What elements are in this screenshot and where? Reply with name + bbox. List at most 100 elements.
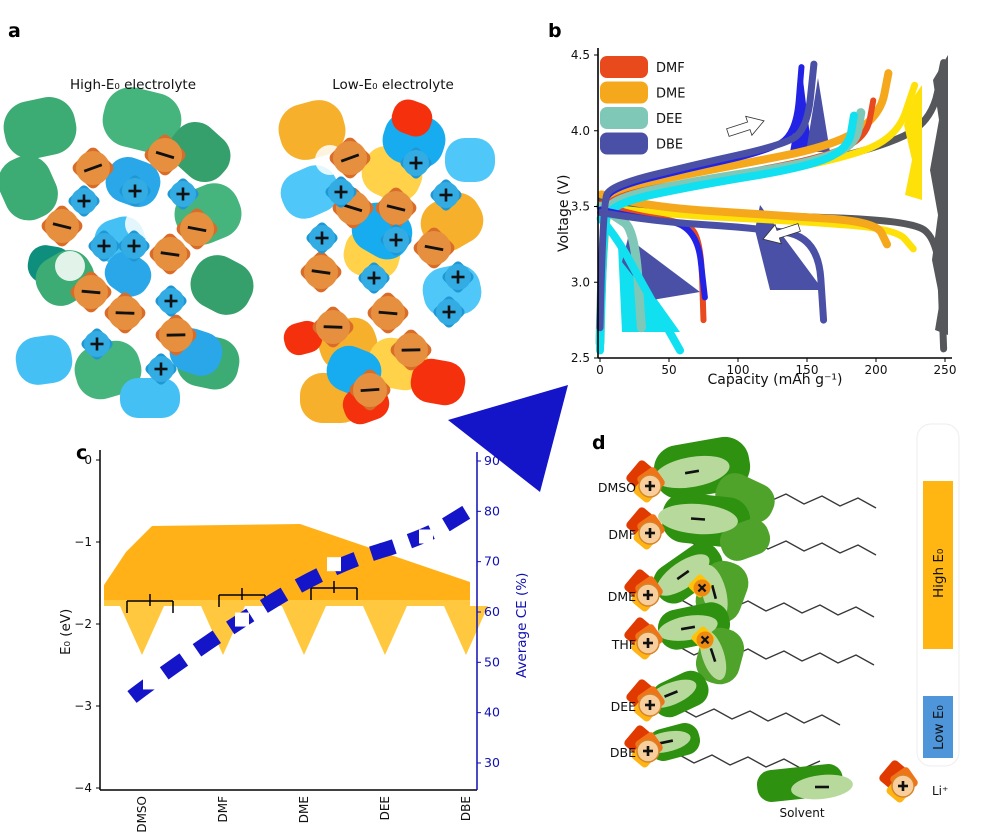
minus-icon <box>343 203 363 213</box>
panel-d: DMSO DMF DME THF DEE DBE <box>598 423 960 803</box>
plus-icon <box>82 194 86 208</box>
b-y-ticklabel: 3.5 <box>571 200 590 214</box>
minus-icon <box>401 348 421 352</box>
legend-swatch-DEE <box>600 107 648 129</box>
solvent-blob <box>190 255 254 315</box>
solvent-blob <box>0 155 58 221</box>
plus-icon <box>133 184 137 198</box>
plus-icon <box>901 781 905 791</box>
ce-trend-line <box>127 503 474 703</box>
caption-left-cluster: High-E₀ electrolyte <box>69 77 197 93</box>
legend-swatch-DMF <box>600 56 648 78</box>
molecule-bonds <box>675 752 821 770</box>
e0-band-teeth <box>104 598 488 655</box>
b-x-ticklabel: 150 <box>796 363 819 377</box>
minus-icon <box>81 289 101 295</box>
minus-icon <box>690 517 706 521</box>
plus-icon <box>102 239 106 253</box>
b-x-ticklabel: 100 <box>727 363 750 377</box>
plus-icon <box>646 590 650 600</box>
c-left-ticklabel: −2 <box>74 617 92 631</box>
panel-c-chart: 0 −1 −2 −3 −4 90 80 70 60 50 40 30 DMSO DMF DME DEE DBE <box>74 385 568 833</box>
curve-wedge <box>755 205 823 290</box>
legend-label-DME: DME <box>656 87 685 102</box>
minus-icon <box>166 333 186 337</box>
minus-icon <box>676 569 690 581</box>
plus-icon <box>320 231 324 245</box>
plus-icon <box>456 270 460 284</box>
minus-icon <box>664 690 678 698</box>
minus-icon <box>340 153 360 163</box>
glow <box>345 285 375 315</box>
plus-icon <box>414 156 418 170</box>
solvent-blob <box>410 358 466 406</box>
plus-icon <box>159 362 163 376</box>
minus-icon <box>680 625 696 631</box>
solvent-blob <box>445 138 495 182</box>
solvent-blob <box>169 121 231 183</box>
c-category-label-DMSO: DMSO <box>135 796 149 833</box>
white-cloud <box>795 445 915 765</box>
c-right-ticklabel: 70 <box>484 554 500 569</box>
c-right-ticklabel: 60 <box>484 604 500 619</box>
minus-icon <box>155 150 175 160</box>
b-x-axis-label: Capacity (mAh g⁻¹) <box>707 372 843 388</box>
plus-icon <box>648 481 652 491</box>
minus-icon <box>378 310 398 316</box>
minus-icon <box>323 325 343 329</box>
solvent-blob <box>120 378 180 418</box>
panel-label-b: b <box>548 20 562 42</box>
minus-icon <box>710 584 718 600</box>
c-category-label-DEE: DEE <box>378 796 392 820</box>
d-row-label-DMF: DMF <box>608 527 636 542</box>
plus-icon <box>132 239 136 253</box>
minus-icon <box>684 469 700 475</box>
minus-icon <box>311 269 331 275</box>
minus-icon <box>83 163 103 173</box>
plus-icon <box>648 528 652 538</box>
b-x-ticklabel: 50 <box>661 363 676 377</box>
molecule-bonds <box>677 706 841 726</box>
plus-icon <box>394 233 398 247</box>
panel-label-a: a <box>8 20 21 42</box>
c-left-axis-label: E₀ (eV) <box>58 608 74 655</box>
plus-icon <box>444 188 448 202</box>
b-x-ticklabel: 0 <box>596 363 604 377</box>
minus-icon <box>658 739 674 745</box>
caption-right-cluster: Low-E₀ electrolyte <box>332 77 454 93</box>
plus-icon <box>646 746 650 756</box>
charge-arrow <box>726 115 765 137</box>
d-row-label-DMSO: DMSO <box>598 480 636 495</box>
solvent-blob <box>278 100 346 160</box>
c-category-label-DBE: DBE <box>459 796 473 821</box>
e0-band <box>104 524 470 600</box>
c-right-ticklabel: 30 <box>484 755 500 770</box>
b-y-ticklabel: 4.5 <box>571 48 590 62</box>
c-left-ticklabel: 0 <box>84 453 92 467</box>
discharge-curve-DME <box>597 190 892 249</box>
c-right-ticklabel: 40 <box>484 705 500 720</box>
solvent-blob <box>15 335 73 385</box>
plus-icon <box>95 337 99 351</box>
plus-icon <box>372 271 376 285</box>
legend-solvent-label: Solvent <box>779 806 825 820</box>
d-row-label-DME: DME <box>608 589 636 604</box>
c-right-ticklabel: 50 <box>484 654 500 669</box>
e0-scale-high <box>923 481 953 649</box>
scale-low-e0-label: Low E₀ <box>931 705 947 750</box>
b-x-ticklabel: 200 <box>865 363 888 377</box>
c-right-ticklabel: 90 <box>484 453 500 468</box>
legend-swatch-DBE <box>600 132 648 155</box>
b-y-ticklabel: 2.5 <box>571 351 590 365</box>
minus-icon <box>815 785 829 789</box>
solvent-blob <box>104 251 152 297</box>
c-category-label-DME: DME <box>297 796 311 823</box>
plus-icon <box>169 294 173 308</box>
solvent-blob <box>391 99 433 137</box>
ce-marker <box>419 529 433 544</box>
c-left-ticklabel: −4 <box>74 781 92 795</box>
gray-endbar <box>930 55 948 335</box>
legend-swatch-DME <box>600 81 648 104</box>
